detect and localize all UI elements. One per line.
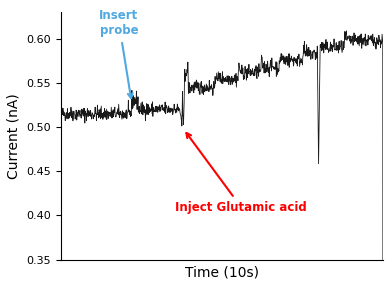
X-axis label: Time (10s): Time (10s) — [185, 265, 259, 279]
Text: Insert
probe: Insert probe — [99, 9, 138, 98]
Text: Inject Glutamic acid: Inject Glutamic acid — [176, 133, 307, 214]
Y-axis label: Current (nA): Current (nA) — [7, 93, 21, 179]
